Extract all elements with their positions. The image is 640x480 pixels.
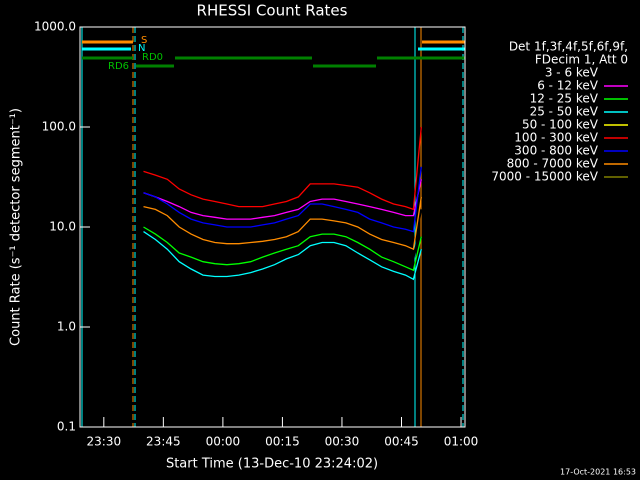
y-tick-label: 0.1 bbox=[57, 420, 76, 434]
annotation: RD0 bbox=[142, 52, 163, 63]
x-axis-label: Start Time (13-Dec-10 23:24:02) bbox=[166, 457, 378, 472]
series-line bbox=[143, 226, 422, 272]
y-tick-label: 10.0 bbox=[49, 220, 76, 234]
x-tick-label: 23:45 bbox=[146, 435, 181, 449]
series-line bbox=[143, 126, 422, 211]
legend-label: 50 - 100 keV bbox=[522, 118, 599, 132]
legend-title: FDecim 1, Att 0 bbox=[535, 53, 628, 67]
y-tick-label: 1.0 bbox=[57, 320, 76, 334]
footer: 17-Oct-2021 16:53 bbox=[560, 468, 636, 477]
legend-label: 100 - 300 keV bbox=[514, 131, 598, 145]
x-tick-label: 00:15 bbox=[265, 435, 300, 449]
legend-label: 3 - 6 keV bbox=[545, 66, 599, 80]
markers: S N RD0 RD6 bbox=[81, 27, 465, 427]
x-tick-label: 23:30 bbox=[87, 435, 122, 449]
y-tick-label: 100.0 bbox=[42, 120, 76, 134]
legend-label: 6 - 12 keV bbox=[537, 79, 599, 93]
legend-label: 800 - 7000 keV bbox=[507, 157, 599, 171]
legend-label: 12 - 25 keV bbox=[530, 92, 599, 106]
series-line bbox=[143, 200, 422, 263]
annotation: S bbox=[141, 35, 147, 46]
x-tick-label: 01:00 bbox=[444, 435, 479, 449]
x-tick-label: 00:45 bbox=[384, 435, 419, 449]
series-line bbox=[143, 196, 422, 251]
series-line bbox=[143, 179, 422, 220]
x-tick-label: 00:30 bbox=[325, 435, 360, 449]
annotation: N bbox=[138, 43, 145, 54]
legend-label: 25 - 50 keV bbox=[530, 105, 599, 119]
annotation: RD6 bbox=[108, 61, 129, 72]
series-line bbox=[143, 166, 422, 233]
legend-label: 300 - 800 keV bbox=[514, 144, 598, 158]
y-tick-label: 1000.0 bbox=[34, 20, 76, 34]
x-tick-label: 00:00 bbox=[206, 435, 241, 449]
legend-label: 7000 - 15000 keV bbox=[491, 170, 598, 184]
chart-title: RHESSI Count Rates bbox=[197, 2, 348, 20]
legend-title: Det 1f,3f,4f,5f,6f,9f, bbox=[509, 40, 628, 54]
series-line bbox=[143, 231, 422, 281]
y-axis-label: Count Rate (s⁻¹ detector segment⁻¹) bbox=[9, 108, 24, 346]
